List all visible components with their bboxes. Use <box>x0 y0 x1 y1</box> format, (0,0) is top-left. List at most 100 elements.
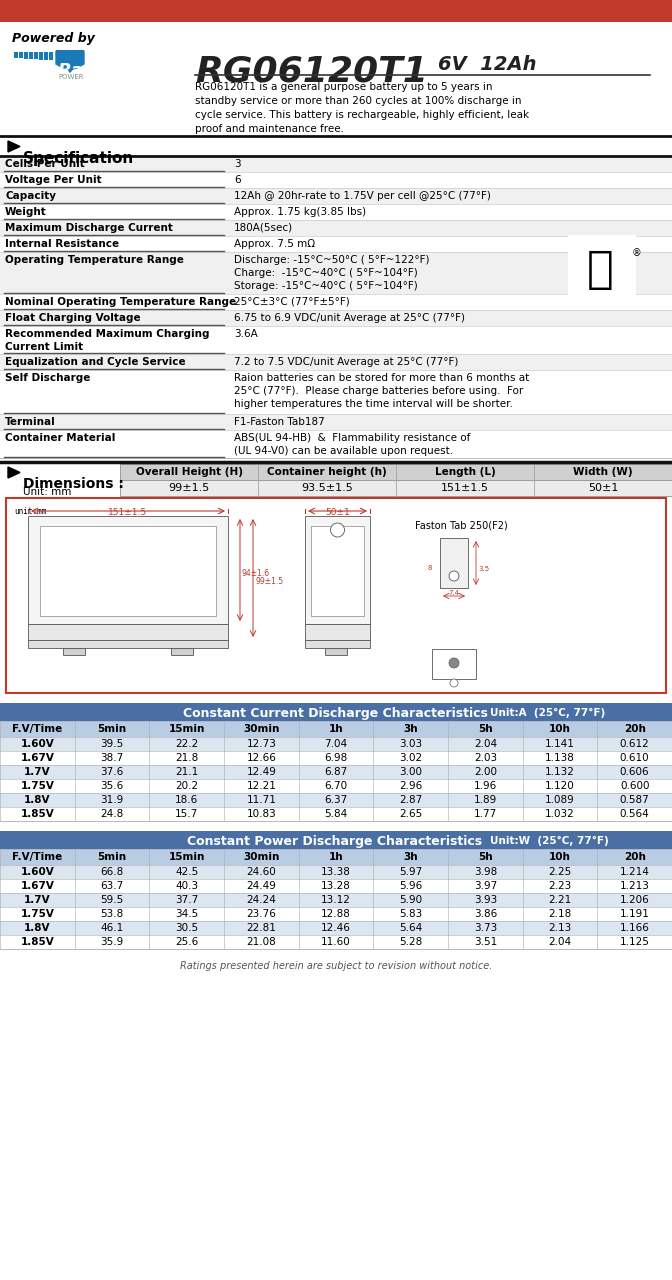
Text: 1.213: 1.213 <box>620 881 650 891</box>
Bar <box>34 52 38 59</box>
Text: 63.7: 63.7 <box>100 881 124 891</box>
Text: 25°C±3°C (77°F±5°F): 25°C±3°C (77°F±5°F) <box>234 297 349 307</box>
Text: 13.28: 13.28 <box>321 881 351 891</box>
Text: 3.98: 3.98 <box>474 867 497 877</box>
Text: 5h: 5h <box>478 724 493 733</box>
Text: 5.97: 5.97 <box>399 867 422 877</box>
Text: 1.67V: 1.67V <box>20 753 54 763</box>
Bar <box>0 865 672 879</box>
Text: 53.8: 53.8 <box>100 909 124 919</box>
Text: Length (L): Length (L) <box>435 467 495 477</box>
Bar <box>40 526 216 616</box>
Bar <box>0 0 672 22</box>
Text: 10h: 10h <box>549 852 571 861</box>
Text: 50±1: 50±1 <box>588 483 618 493</box>
Bar <box>0 794 672 806</box>
Text: 0.564: 0.564 <box>620 809 650 819</box>
Bar <box>0 806 672 820</box>
Text: 24.49: 24.49 <box>247 881 276 891</box>
Text: Discharge: -15°C~50°C ( 5°F~122°F)
Charge:  -15°C~40°C ( 5°F~104°F)
Storage: -15: Discharge: -15°C~50°C ( 5°F~122°F) Charg… <box>234 255 429 291</box>
Text: Container Material: Container Material <box>5 433 116 443</box>
Text: Voltage Per Unit: Voltage Per Unit <box>5 175 101 186</box>
Text: 46.1: 46.1 <box>100 923 124 933</box>
Bar <box>49 52 53 60</box>
Text: 2.23: 2.23 <box>548 881 572 891</box>
Bar <box>0 703 672 721</box>
Bar <box>0 430 672 458</box>
Text: 3.03: 3.03 <box>399 739 422 749</box>
Text: 99±1.5: 99±1.5 <box>169 483 210 493</box>
Bar <box>0 893 672 908</box>
Text: 12.49: 12.49 <box>247 767 276 777</box>
Text: 12Ah @ 20hr-rate to 1.75V per cell @25°C (77°F): 12Ah @ 20hr-rate to 1.75V per cell @25°C… <box>234 191 491 201</box>
Text: 2.87: 2.87 <box>399 795 422 805</box>
Text: 1.132: 1.132 <box>545 767 575 777</box>
Bar <box>44 52 48 60</box>
Text: 23.76: 23.76 <box>247 909 276 919</box>
Text: 8: 8 <box>428 564 433 571</box>
Bar <box>0 849 672 865</box>
Text: F.V/Time: F.V/Time <box>12 852 62 861</box>
Text: 38.7: 38.7 <box>100 753 124 763</box>
Text: 24.60: 24.60 <box>247 867 276 877</box>
Bar <box>19 52 23 59</box>
Text: 15min: 15min <box>169 852 205 861</box>
Text: 3.97: 3.97 <box>474 881 497 891</box>
Text: Overall Height (H): Overall Height (H) <box>136 467 243 477</box>
Text: 31.9: 31.9 <box>100 795 124 805</box>
Text: 3.6A: 3.6A <box>234 329 258 339</box>
Bar <box>568 236 636 294</box>
Bar <box>0 780 672 794</box>
Text: Cells Per Unit: Cells Per Unit <box>5 159 85 169</box>
Text: 3.5: 3.5 <box>478 566 489 572</box>
Text: 30.5: 30.5 <box>175 923 198 933</box>
Text: Approx. 1.75 kg(3.85 lbs): Approx. 1.75 kg(3.85 lbs) <box>234 207 366 218</box>
Text: Specification: Specification <box>23 151 134 166</box>
Text: 30min: 30min <box>243 724 280 733</box>
Text: Powered by: Powered by <box>12 32 95 45</box>
Bar <box>0 172 672 188</box>
Bar <box>28 640 228 648</box>
Text: 2.18: 2.18 <box>548 909 572 919</box>
Text: 15min: 15min <box>169 724 205 733</box>
Bar <box>0 934 672 948</box>
Polygon shape <box>8 141 20 152</box>
Bar <box>0 204 672 220</box>
Text: Unit:A  (25°C, 77°F): Unit:A (25°C, 77°F) <box>490 708 605 718</box>
Text: 0.587: 0.587 <box>620 795 650 805</box>
Text: 22.2: 22.2 <box>175 739 198 749</box>
Text: 35.9: 35.9 <box>100 937 124 947</box>
Text: 13.12: 13.12 <box>321 895 351 905</box>
Text: 15.7: 15.7 <box>175 809 198 819</box>
Polygon shape <box>56 51 84 72</box>
Text: 3.00: 3.00 <box>399 767 422 777</box>
Text: 1.141: 1.141 <box>545 739 575 749</box>
Text: 6.70: 6.70 <box>325 781 347 791</box>
Text: 1.85V: 1.85V <box>20 809 54 819</box>
Text: 59.5: 59.5 <box>100 895 124 905</box>
Text: Ratings presented herein are subject to revision without notice.: Ratings presented herein are subject to … <box>180 961 492 972</box>
Text: 21.1: 21.1 <box>175 767 198 777</box>
Text: 5.84: 5.84 <box>325 809 347 819</box>
Text: 40.3: 40.3 <box>175 881 198 891</box>
Text: Operating Temperature Range: Operating Temperature Range <box>5 255 184 265</box>
Text: 2.65: 2.65 <box>399 809 422 819</box>
Text: 1.60V: 1.60V <box>20 867 54 877</box>
Circle shape <box>450 678 458 687</box>
Text: 20h: 20h <box>624 724 646 733</box>
Text: F.V/Time: F.V/Time <box>12 724 62 733</box>
Text: 10.83: 10.83 <box>247 809 276 819</box>
Bar <box>0 413 672 430</box>
Text: Equalization and Cycle Service: Equalization and Cycle Service <box>5 357 185 367</box>
Text: 3.02: 3.02 <box>399 753 422 763</box>
Text: 12.66: 12.66 <box>247 753 276 763</box>
Text: 6.87: 6.87 <box>325 767 347 777</box>
Text: Recommended Maximum Charging
Current Limit: Recommended Maximum Charging Current Lim… <box>5 329 210 352</box>
Circle shape <box>449 658 459 668</box>
Text: 5.64: 5.64 <box>399 923 422 933</box>
Text: 6.37: 6.37 <box>325 795 347 805</box>
Text: 2.13: 2.13 <box>548 923 572 933</box>
Text: 2.00: 2.00 <box>474 767 497 777</box>
Text: 1.8V: 1.8V <box>24 795 50 805</box>
Polygon shape <box>8 467 20 477</box>
